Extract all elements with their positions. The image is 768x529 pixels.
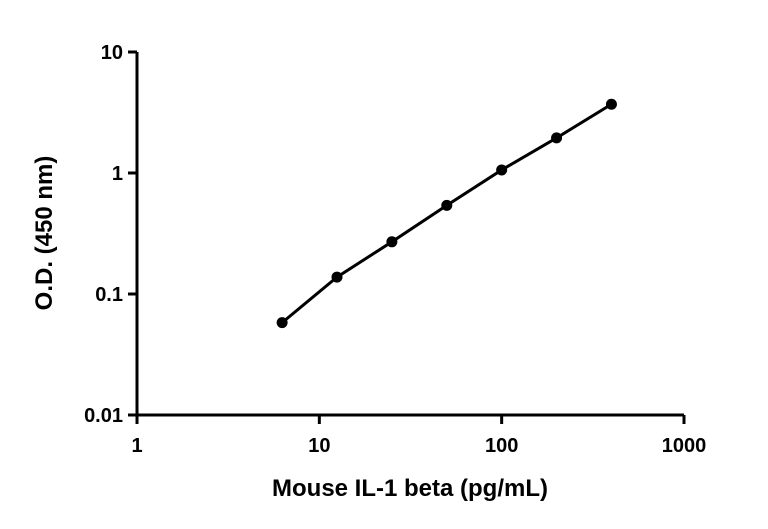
y-tick-label: 0.01 — [84, 405, 123, 427]
x-axis-title: Mouse IL-1 beta (pg/mL) — [272, 475, 548, 502]
point — [331, 271, 343, 283]
point — [551, 132, 563, 144]
x-tick-label: 10 — [308, 435, 330, 457]
point — [386, 236, 398, 248]
y-tick-label: 10 — [101, 42, 123, 64]
x-tick-label: 100 — [485, 435, 518, 457]
point — [441, 199, 453, 211]
point — [605, 98, 617, 110]
y-axis-title: O.D. (450 nm) — [31, 156, 58, 311]
x-tick-label: 1 — [131, 435, 142, 457]
y-tick-label: 0.1 — [95, 284, 123, 306]
point — [276, 317, 288, 329]
y-tick-label: 1 — [112, 163, 123, 185]
x-tick-label: 1000 — [662, 435, 707, 457]
point — [496, 164, 508, 176]
curve — [281, 102, 613, 324]
